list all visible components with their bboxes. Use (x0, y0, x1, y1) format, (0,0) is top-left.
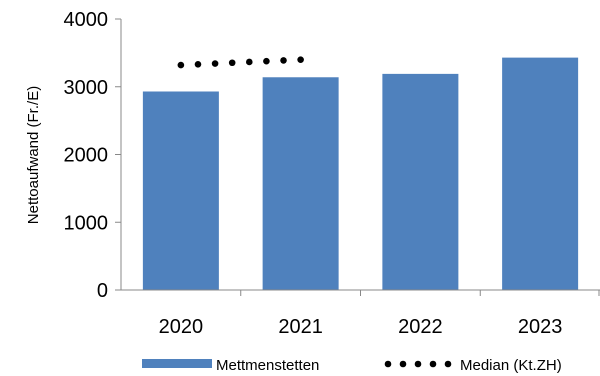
x-tick-label: 2021 (278, 316, 323, 338)
median-point (263, 57, 270, 65)
plot-area (142, 56, 579, 291)
bar (262, 77, 339, 290)
y-tick-label: 3000 (64, 77, 109, 99)
y-tick-label: 2000 (64, 145, 109, 167)
median-point (194, 60, 202, 68)
legend-dot (444, 360, 452, 368)
y-tick-label: 0 (97, 280, 108, 302)
bar (142, 91, 219, 291)
median-point (280, 57, 287, 64)
y-axis-title: Nettoaufwand (Fr./E) (25, 86, 42, 224)
bar (382, 73, 459, 290)
y-axis: 0 1000 2000 3000 4000 (64, 9, 122, 302)
x-tick-label: 2022 (398, 316, 443, 338)
legend-label-median: Median (Kt.ZH) (460, 357, 562, 374)
y-tick-label: 4000 (64, 9, 109, 31)
median-point (211, 60, 219, 67)
legend-label-mettmenstetten: Mettmenstetten (216, 357, 319, 374)
legend-median-marker (384, 360, 452, 368)
y-tick-label: 1000 (64, 212, 109, 234)
legend-dot (429, 360, 437, 368)
median-point (297, 56, 304, 63)
bar (502, 57, 579, 291)
median-point (246, 58, 253, 66)
median-point (228, 59, 236, 67)
legend-swatch-mettmenstetten (142, 359, 212, 368)
median-point (177, 61, 185, 69)
legend-dot (414, 360, 422, 368)
x-tick-label: 2020 (159, 316, 204, 338)
x-axis: 2020 2021 2022 2023 (121, 289, 600, 338)
x-tick-label: 2023 (518, 316, 563, 338)
legend-dot (384, 360, 392, 368)
legend-dot (399, 360, 407, 368)
legend: Mettmenstetten Median (Kt.ZH) (142, 357, 562, 374)
